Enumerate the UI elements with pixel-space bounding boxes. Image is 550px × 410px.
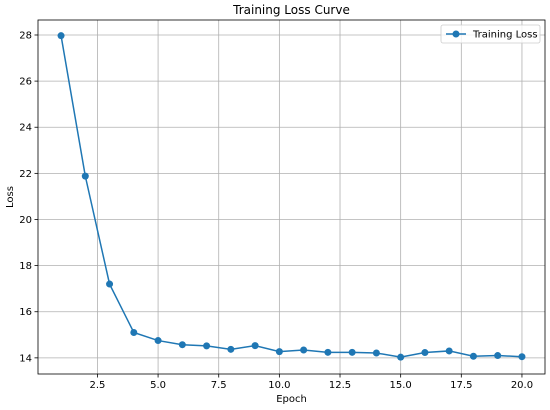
y-tick-label: 14 xyxy=(19,353,32,364)
y-tick-label: 18 xyxy=(19,261,32,272)
x-tick-label: 2.5 xyxy=(89,380,105,391)
x-tick-label: 12.5 xyxy=(329,380,351,391)
legend-marker-swatch xyxy=(452,30,460,38)
data-point xyxy=(275,348,283,356)
chart-title: Training Loss Curve xyxy=(232,3,350,17)
data-point xyxy=(81,172,89,180)
y-tick-label: 28 xyxy=(19,30,32,41)
x-tick-label: 15.0 xyxy=(390,380,412,391)
y-tick-label: 26 xyxy=(19,77,32,88)
data-point xyxy=(445,347,453,355)
x-axis-label: Epoch xyxy=(276,394,307,405)
y-tick-label: 16 xyxy=(19,307,32,318)
x-tick-label: 17.5 xyxy=(450,380,472,391)
series-line xyxy=(60,35,522,358)
data-point xyxy=(154,337,162,345)
data-point xyxy=(130,328,138,336)
series-training-loss xyxy=(57,32,526,361)
y-axis-label: Loss xyxy=(5,186,16,208)
data-point xyxy=(300,346,308,354)
data-point xyxy=(178,341,186,349)
y-tick-label: 20 xyxy=(19,215,32,226)
data-point xyxy=(251,342,259,350)
data-point xyxy=(324,348,332,356)
x-tick-label: 10.0 xyxy=(268,380,290,391)
x-tick-label: 7.5 xyxy=(211,380,227,391)
data-point xyxy=(518,353,526,361)
data-point xyxy=(227,345,235,353)
data-point xyxy=(57,32,65,40)
x-tick-label: 20.0 xyxy=(511,380,533,391)
y-axis-ticks: 14 16 18 20 22 24 26 28 xyxy=(19,30,38,364)
data-point xyxy=(203,342,211,350)
legend-label: Training Loss xyxy=(472,30,538,41)
x-axis-ticks: 2.5 5.0 7.5 10.0 12.5 15.0 17.5 20.0 xyxy=(89,374,533,391)
data-point xyxy=(421,349,429,357)
data-point xyxy=(348,348,356,356)
data-point xyxy=(106,280,114,288)
legend-box xyxy=(440,24,541,44)
data-point xyxy=(469,352,477,360)
data-point xyxy=(494,352,502,360)
y-tick-label: 24 xyxy=(19,123,32,134)
data-point xyxy=(372,349,380,357)
x-tick-label: 5.0 xyxy=(150,380,166,391)
grid xyxy=(38,20,545,374)
data-point xyxy=(397,353,405,361)
legend: Training Loss xyxy=(440,24,541,44)
plot-frame xyxy=(37,19,546,375)
y-tick-label: 22 xyxy=(19,169,32,180)
